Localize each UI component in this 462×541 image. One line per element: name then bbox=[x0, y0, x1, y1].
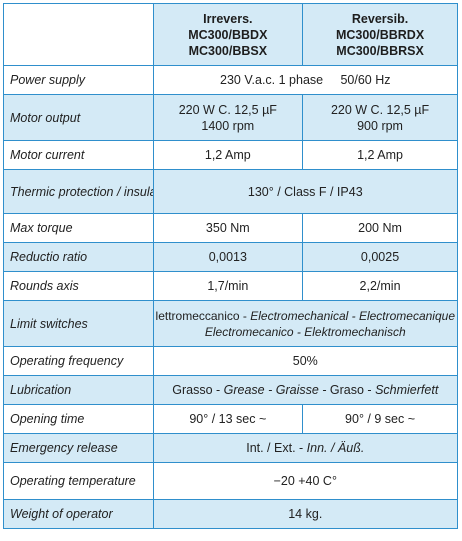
row-reductio-ratio: Reductio ratio 0,0013 0,0025 bbox=[3, 242, 458, 272]
row-thermic-protection: Thermic protection / insulation 130° / C… bbox=[3, 169, 459, 214]
operating-frequency-value: 50% bbox=[152, 346, 459, 376]
spec-table: Irrevers. MC300/BBDX MC300/BBSX Reversib… bbox=[3, 3, 459, 529]
opening-time-label: Opening time bbox=[3, 404, 154, 434]
operating-temperature-value: −20 +40 C° bbox=[152, 462, 459, 500]
max-torque-reversible: 200 Nm bbox=[302, 213, 458, 243]
motor-current-label: Motor current bbox=[3, 140, 154, 170]
header-reversible-title: Reversib. bbox=[351, 11, 409, 26]
motor-output-reversible: 220 W C. 12,5 µF 900 rpm bbox=[302, 94, 458, 141]
row-opening-time: Opening time 90° / 13 sec ~ 90° / 9 sec … bbox=[3, 404, 458, 434]
row-max-torque: Max torque 350 Nm 200 Nm bbox=[3, 213, 458, 243]
reductio-ratio-reversible: 0,0025 bbox=[302, 242, 458, 272]
limit-switches-english-french: Electromechanical - Electromecanique bbox=[250, 308, 455, 323]
motor-current-irreversible: 1,2 Amp bbox=[152, 140, 304, 170]
limit-switches-label: Limit switches bbox=[3, 300, 154, 347]
header-reversible-model-2: MC300/BBRSX bbox=[336, 43, 424, 58]
rounds-axis-reversible: 2,2/min bbox=[302, 271, 458, 301]
motor-output-reversible-line-2: 900 rpm bbox=[357, 118, 403, 133]
lubrication-german: Schmierfett bbox=[375, 383, 439, 397]
power-supply-value: 230 V.a.c. 1 phase 50/60 Hz bbox=[152, 65, 459, 95]
weight-of-operator-label: Weight of operator bbox=[3, 499, 154, 529]
motor-output-label: Motor output bbox=[3, 94, 154, 141]
rounds-axis-label: Rounds axis bbox=[3, 271, 154, 301]
motor-output-irreversible-line-2: 1400 rpm bbox=[201, 118, 255, 133]
row-rounds-axis: Rounds axis 1,7/min 2,2/min bbox=[3, 271, 458, 301]
header-irreversible-title: Irrevers. bbox=[203, 11, 253, 26]
row-limit-switches: Limit switches Elettromeccanico - Electr… bbox=[3, 300, 459, 347]
emergency-release-value: Int. / Ext. - Inn. / Äuß. bbox=[152, 433, 459, 463]
row-emergency-release: Emergency release Int. / Ext. - Inn. / Ä… bbox=[3, 433, 459, 463]
lubrication-value: Grasso - Grease - Graisse - Graso - Schm… bbox=[152, 375, 459, 405]
limit-switches-italian: Elettromeccanico - bbox=[155, 308, 251, 323]
motor-current-reversible: 1,2 Amp bbox=[302, 140, 458, 170]
motor-output-reversible-line-1: 220 W C. 12,5 µF bbox=[330, 102, 430, 117]
operating-temperature-label: Operating temperature bbox=[3, 462, 154, 500]
lubrication-spanish: Graso - bbox=[329, 383, 376, 397]
emergency-release-italian: Int. / Ext. - bbox=[246, 441, 307, 455]
reductio-ratio-label: Reductio ratio bbox=[3, 242, 154, 272]
row-operating-frequency: Operating frequency 50% bbox=[3, 346, 459, 376]
thermic-protection-value: 130° / Class F / IP43 bbox=[152, 169, 459, 214]
row-power-supply: Power supply 230 V.a.c. 1 phase 50/60 Hz bbox=[3, 65, 459, 95]
header-reversible-model-1: MC300/BBRDX bbox=[335, 27, 425, 42]
header-corner bbox=[3, 3, 154, 66]
limit-switches-line-1: Elettromeccanico - Electromechanical - E… bbox=[156, 308, 455, 324]
lubrication-english-french: Grease - Graisse - bbox=[223, 383, 330, 397]
power-supply-label: Power supply bbox=[3, 65, 154, 95]
limit-switches-line-2: Electromecanico - Elektromechanisch bbox=[204, 324, 406, 339]
max-torque-irreversible: 350 Nm bbox=[152, 213, 304, 243]
row-operating-temperature: Operating temperature −20 +40 C° bbox=[3, 462, 459, 500]
max-torque-label: Max torque bbox=[3, 213, 154, 243]
emergency-release-label: Emergency release bbox=[3, 433, 154, 463]
thermic-protection-label: Thermic protection / insulation bbox=[3, 169, 154, 214]
header-reversible: Reversib. MC300/BBRDX MC300/BBRSX bbox=[302, 3, 458, 66]
limit-switches-value: Elettromeccanico - Electromechanical - E… bbox=[152, 300, 459, 347]
reductio-ratio-irreversible: 0,0013 bbox=[152, 242, 304, 272]
header-irreversible-model-1: MC300/BBDX bbox=[188, 27, 268, 42]
rounds-axis-irreversible: 1,7/min bbox=[152, 271, 304, 301]
opening-time-reversible: 90° / 9 sec ~ bbox=[302, 404, 458, 434]
emergency-release-german: Inn. / Äuß. bbox=[306, 441, 365, 455]
lubrication-label: Lubrication bbox=[3, 375, 154, 405]
row-weight-of-operator: Weight of operator 14 kg. bbox=[3, 499, 459, 529]
operating-frequency-label: Operating frequency bbox=[3, 346, 154, 376]
motor-output-irreversible-line-1: 220 W C. 12,5 µF bbox=[178, 102, 277, 117]
header-irreversible-model-2: MC300/BBSX bbox=[188, 43, 268, 58]
row-motor-output: Motor output 220 W C. 12,5 µF 1400 rpm 2… bbox=[3, 94, 458, 141]
weight-of-operator-value: 14 kg. bbox=[152, 499, 459, 529]
header-irreversible: Irrevers. MC300/BBDX MC300/BBSX bbox=[152, 3, 304, 66]
opening-time-irreversible: 90° / 13 sec ~ bbox=[152, 404, 304, 434]
motor-output-irreversible: 220 W C. 12,5 µF 1400 rpm bbox=[152, 94, 304, 141]
lubrication-italian: Grasso - bbox=[172, 383, 224, 397]
header-row: Irrevers. MC300/BBDX MC300/BBSX Reversib… bbox=[3, 3, 458, 66]
row-lubrication: Lubrication Grasso - Grease - Graisse - … bbox=[3, 375, 459, 405]
row-motor-current: Motor current 1,2 Amp 1,2 Amp bbox=[3, 140, 458, 170]
